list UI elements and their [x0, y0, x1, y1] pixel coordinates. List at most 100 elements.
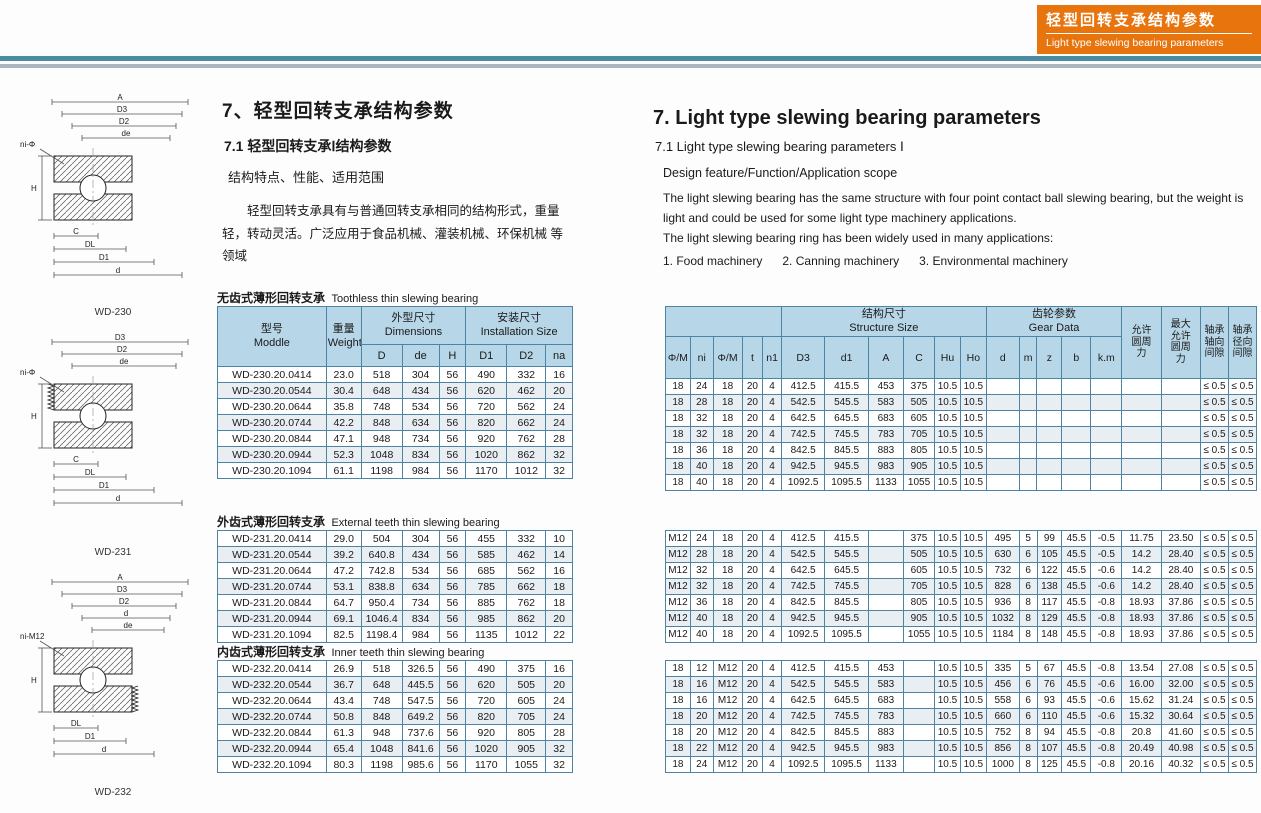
- table-cell: 805: [902, 442, 936, 459]
- table-cell: 10.5: [959, 458, 987, 475]
- table-cell: 1020: [465, 740, 508, 757]
- col-header: D2: [506, 344, 547, 367]
- table-cell: 45.5: [1061, 530, 1092, 547]
- table-cell: 10.5: [934, 378, 961, 395]
- table-cell: WD-230.20.0744: [217, 414, 327, 431]
- table-cell: 4: [762, 724, 782, 741]
- table-cell: [1160, 474, 1201, 491]
- table-cell: 634: [401, 414, 440, 431]
- table-cell: [1018, 394, 1038, 411]
- table-cell: 504: [360, 530, 403, 547]
- table-row: WD-232.20.1094 80.3 1198 985.6 56 1170 1055 32: [217, 756, 573, 773]
- table-cell: 936: [985, 594, 1020, 611]
- table-cell: 47.2: [325, 562, 362, 579]
- table-cell: 16: [545, 562, 573, 579]
- svg-text:D2: D2: [117, 345, 128, 354]
- table-cell: 332: [506, 366, 547, 383]
- table-cell: [1018, 426, 1038, 443]
- table-cell: [985, 394, 1020, 411]
- table-cell: 18: [665, 426, 691, 443]
- table-cell: 56: [438, 692, 467, 709]
- table-cell: 10.5: [934, 724, 961, 741]
- table-cell: 47.1: [325, 430, 362, 447]
- table-cell: 820: [465, 414, 508, 431]
- table-cell: 785: [465, 578, 508, 595]
- table-cell: [902, 740, 936, 757]
- table-cell: 620: [465, 676, 508, 693]
- table-cell: 748: [360, 398, 403, 415]
- table-cell: 745.5: [824, 578, 869, 595]
- table-cell: 862: [506, 446, 547, 463]
- table-cell: 4: [762, 660, 782, 677]
- table-row: WD-232.20.0544 36.7 648 445.5 56 620 505 20: [217, 676, 573, 693]
- table-cell: 742.5: [780, 426, 826, 443]
- table-cell: M12: [712, 724, 743, 741]
- table-cell: 742.8: [360, 562, 403, 579]
- table-cell: ≤ 0.5: [1200, 594, 1229, 611]
- table-cell: 942.5: [780, 610, 826, 627]
- svg-text:d: d: [116, 266, 120, 275]
- divider-stripe-bottom: [0, 64, 1261, 68]
- table-cell: [1036, 394, 1063, 411]
- table-cell: 1095.5: [824, 474, 869, 491]
- header-blank: [665, 306, 782, 337]
- table-cell: 605: [902, 410, 936, 427]
- table-cell: -0.8: [1090, 626, 1123, 643]
- table-cell: 415.5: [824, 378, 869, 395]
- table-cell: 8: [1018, 610, 1038, 627]
- table-cell: 28.40: [1160, 546, 1202, 563]
- table-cell: 82.5: [325, 626, 362, 643]
- table-row: 18 16 M12 20 4 642.5 645.5 683 10.5 10.5 558 6 93 45.…: [665, 692, 1258, 709]
- table-cell: [1090, 474, 1123, 491]
- table-cell: 1198: [360, 756, 403, 773]
- svg-text:ni-Φ: ni-Φ: [20, 140, 35, 149]
- table-row: WD-232.20.0644 43.4 748 547.5 56 720 605 24: [217, 692, 573, 709]
- table-cell: 4: [762, 458, 782, 475]
- table-cell: 148: [1036, 626, 1063, 643]
- table-cell: M12: [665, 562, 691, 579]
- table-cell: [1036, 426, 1063, 443]
- table-cell: 110: [1036, 708, 1063, 725]
- table-cell: 985: [465, 610, 508, 627]
- table-cell: 783: [867, 426, 905, 443]
- scope-line-zh: 结构特点、性能、适用范围: [228, 170, 385, 185]
- table-cell: 542.5: [780, 394, 826, 411]
- table-cell: 32: [689, 426, 714, 443]
- table-cell: 10.5: [959, 562, 987, 579]
- table-cell: 412.5: [780, 378, 826, 395]
- caption-zh: 外齿式薄形回转支承: [217, 515, 326, 529]
- table-cell: 18: [545, 594, 573, 611]
- table-cell: 14.2: [1121, 546, 1162, 563]
- table-row: WD-230.20.0944 52.3 1048 834 56 1020 862 32: [217, 446, 573, 463]
- table-cell: 6: [1018, 692, 1038, 709]
- table-cell: 762: [506, 594, 547, 611]
- table-cell: WD-230.20.0944: [217, 446, 327, 463]
- table-cell: 856: [985, 740, 1020, 757]
- table-cell: 56: [438, 708, 467, 725]
- table-cell: 138: [1036, 578, 1063, 595]
- col-header: Ho: [959, 336, 987, 379]
- table-cell: 18: [665, 756, 691, 773]
- table-cell: 14: [545, 546, 573, 563]
- table-cell: 8: [1018, 594, 1038, 611]
- table-cell: 18: [665, 676, 691, 693]
- table-cell: ≤ 0.5: [1200, 660, 1229, 677]
- table-cell: 40: [689, 626, 714, 643]
- table-cell: 942.5: [780, 458, 826, 475]
- table-cell: WD-232.20.1094: [217, 756, 327, 773]
- table-cell: 56: [438, 462, 467, 479]
- table-cell: 10.5: [934, 578, 961, 595]
- table-cell: 1198.4: [360, 626, 403, 643]
- table-cell: ≤ 0.5: [1227, 610, 1258, 627]
- table-cell: 10.5: [934, 692, 961, 709]
- table-cell: [1160, 410, 1201, 427]
- table-cell: 24: [545, 414, 573, 431]
- table-cell: 453: [867, 660, 905, 677]
- col-header: z: [1036, 336, 1063, 379]
- table-cell: 45.5: [1061, 692, 1092, 709]
- table-cell: 1055: [902, 626, 936, 643]
- table-cell: 20: [689, 724, 714, 741]
- table-cell: 558: [985, 692, 1020, 709]
- table-cell: 1135: [465, 626, 508, 643]
- banner-title-en: Light type slewing bearing parameters: [1046, 37, 1224, 49]
